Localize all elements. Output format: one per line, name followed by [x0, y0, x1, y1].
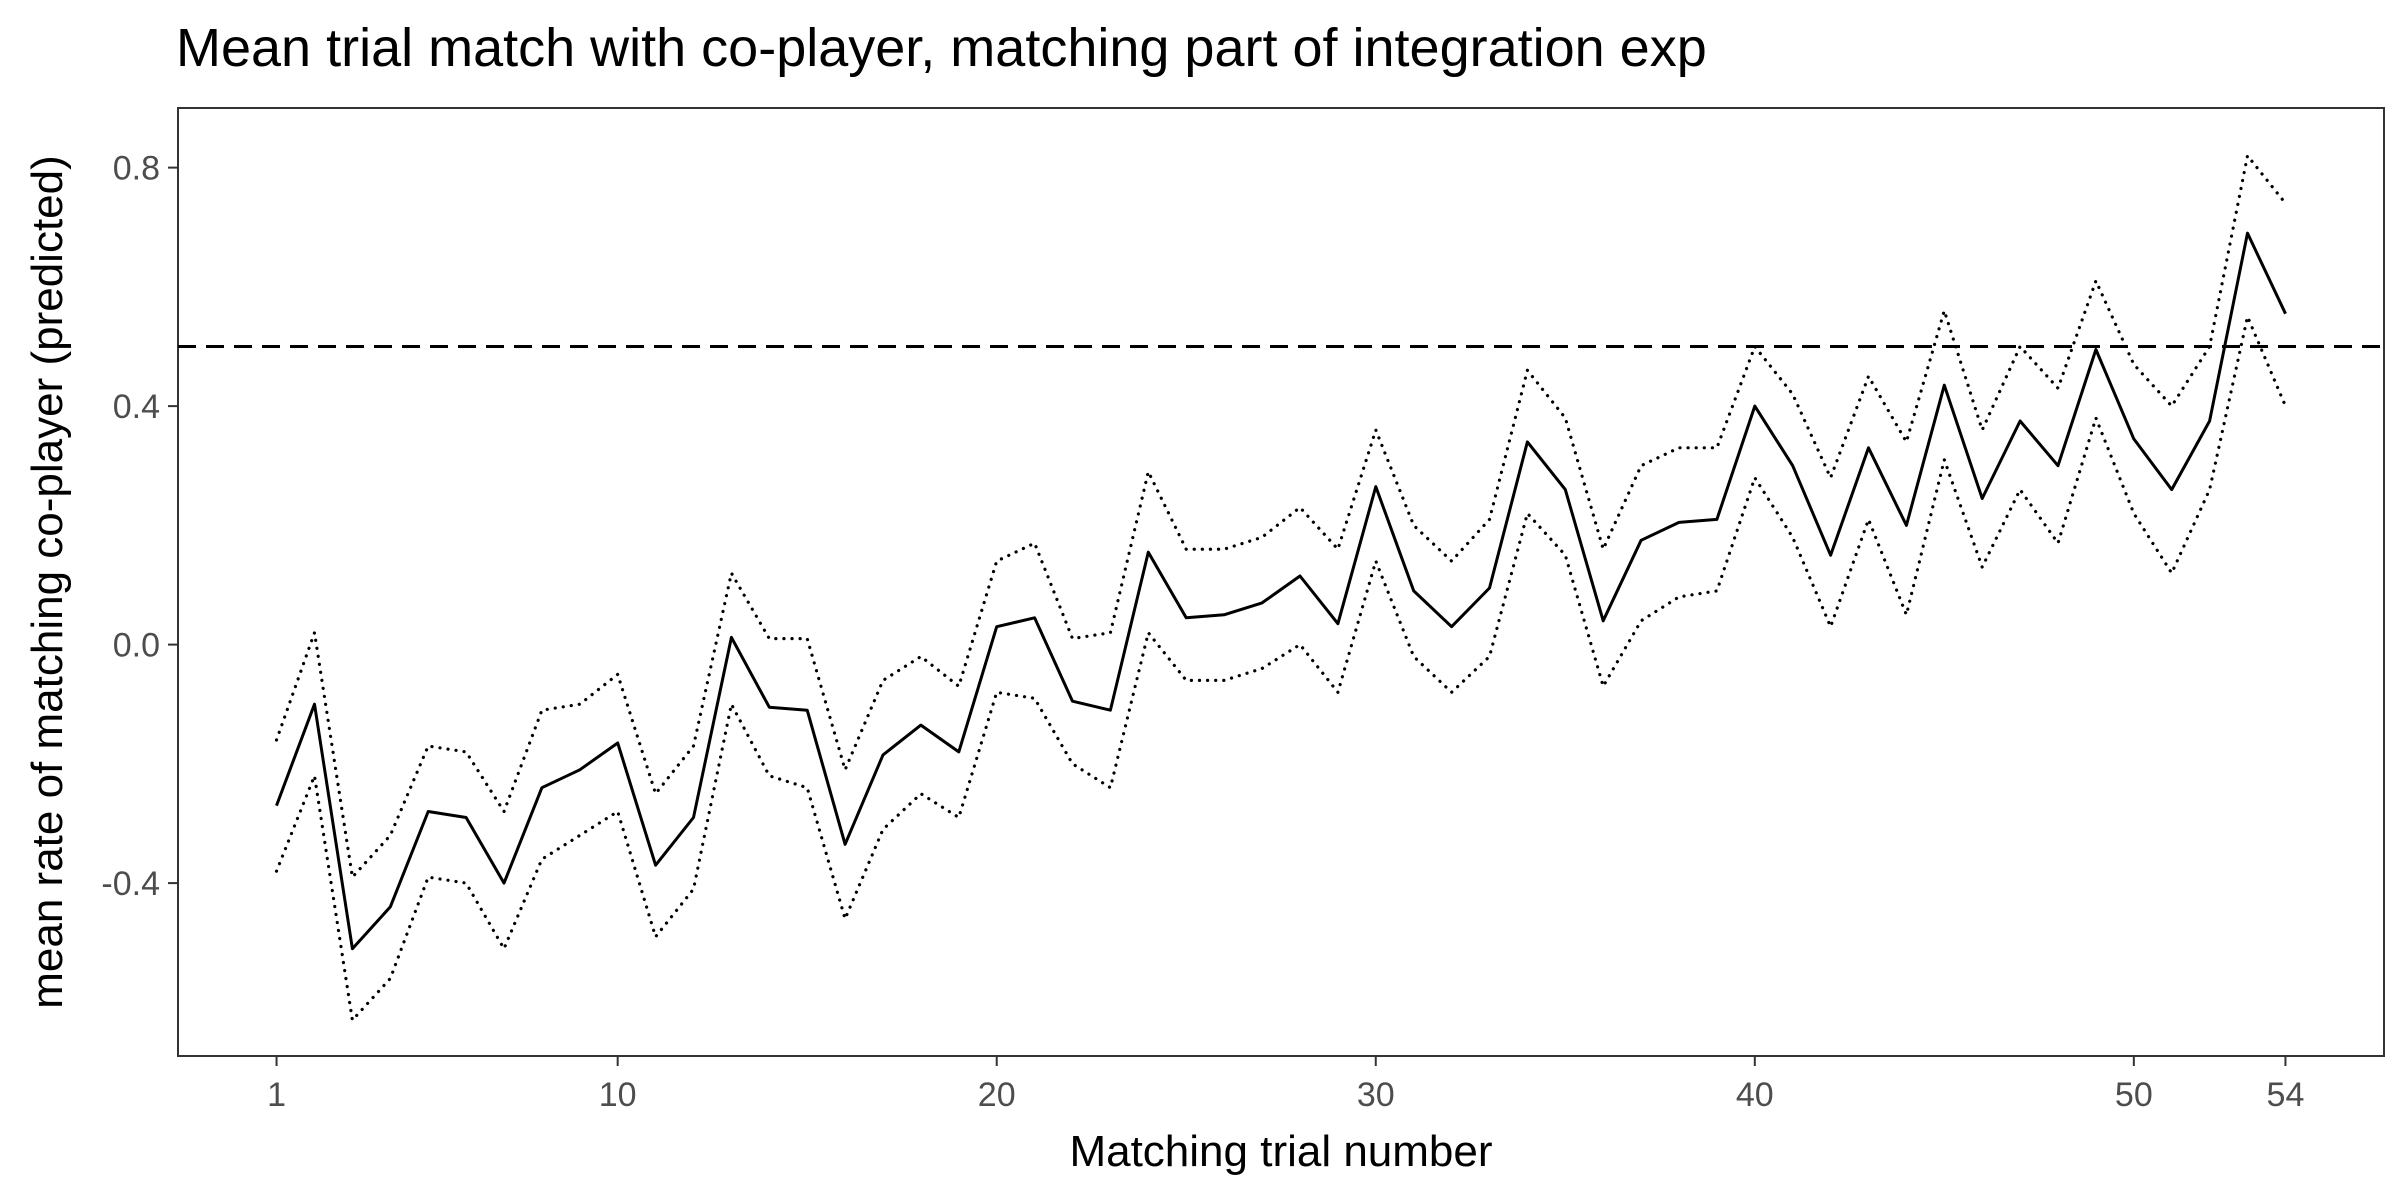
y-axis: 0.8 0.4 0.0 -0.4 — [101, 150, 178, 903]
y-tick-label: -0.4 — [101, 865, 160, 903]
x-tick-label: 54 — [2267, 1076, 2305, 1114]
x-axis: 1 10 20 30 40 50 54 — [267, 1056, 2304, 1114]
y-tick-label: 0.4 — [113, 388, 160, 426]
series-line-upper — [274, 154, 2288, 879]
x-tick-label: 50 — [2115, 1076, 2153, 1114]
y-tick-label: 0.8 — [113, 150, 160, 188]
x-tick-label: 30 — [1357, 1076, 1395, 1114]
y-axis-title: mean rate of matching co-player (predict… — [23, 155, 72, 1009]
plot-layer — [178, 154, 2384, 1022]
x-tick-label: 40 — [1736, 1076, 1774, 1114]
x-tick-label: 1 — [267, 1076, 286, 1114]
y-tick-label: 0.0 — [113, 627, 160, 665]
series-line-mean — [275, 231, 2287, 951]
x-axis-title: Matching trial number — [1069, 1127, 1492, 1176]
chart-title: Mean trial match with co-player, matchin… — [176, 18, 1707, 78]
plot-panel — [177, 107, 2385, 1057]
x-tick-label: 10 — [599, 1076, 637, 1114]
x-tick-label: 20 — [978, 1076, 1016, 1114]
